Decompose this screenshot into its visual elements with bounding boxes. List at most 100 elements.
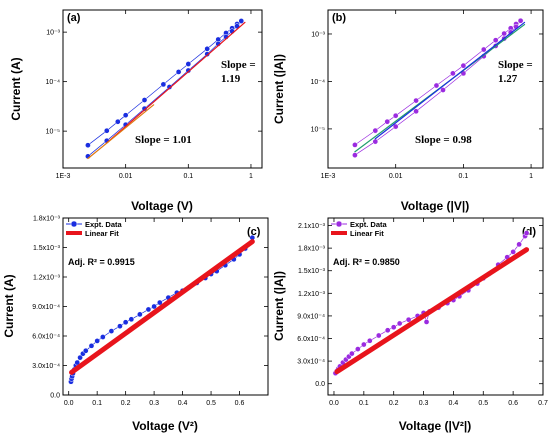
data-point — [492, 37, 499, 44]
x-tick-label: 0.6 — [508, 400, 518, 407]
legend-label: Linear Fit — [350, 229, 384, 238]
data-point — [166, 84, 173, 90]
y-axis-label: Current (|A|) — [272, 54, 286, 124]
data-point — [108, 328, 115, 334]
x-tick-label: 0.6 — [235, 400, 245, 407]
legend-label: Expt. Data — [350, 220, 388, 229]
panel-a: 1E-3 0.01 0.1 1 10⁻⁵ 10⁻⁴ 10⁻³ Voltage (V) Curre… — [9, 9, 263, 213]
fit-line-blue — [374, 21, 526, 140]
data-point — [396, 320, 403, 327]
data-point — [185, 67, 192, 74]
data-point — [238, 18, 245, 24]
data-point — [413, 97, 419, 104]
x-tick-label: 0.5 — [478, 400, 488, 407]
data-point — [204, 45, 211, 52]
panel-b: 1E-3 0.01 0.1 1 10⁻⁵ 10⁻⁴ 10⁻³ Voltage (|V|) Cur… — [272, 9, 544, 213]
y-tick-label: 10⁻⁵ — [311, 126, 325, 133]
data-point — [141, 105, 148, 112]
data-point — [145, 306, 152, 313]
data-point — [122, 319, 129, 326]
x-tick-label: 0.1 — [459, 173, 469, 180]
x-tick-label: 0.1 — [359, 400, 369, 407]
x-tick-label: 1 — [249, 173, 253, 180]
data-point — [392, 112, 399, 119]
y-tick-label: 1.5x10⁻³ — [298, 268, 326, 275]
data-point — [501, 30, 507, 37]
slope-annotation: Slope = — [221, 59, 256, 71]
fit-line-orange — [87, 104, 155, 160]
data-point — [375, 332, 382, 339]
y-tick-label: 10⁻³ — [46, 30, 60, 37]
panel-label: (a) — [67, 12, 81, 24]
data-point — [122, 112, 129, 119]
x-tick-label: 0.3 — [149, 400, 159, 407]
fit-line-red — [334, 247, 530, 375]
data-point — [160, 81, 167, 88]
data-point — [141, 97, 148, 103]
plot-area — [68, 234, 256, 385]
data-point — [440, 87, 446, 93]
x-axis-label: Voltage (V²) — [132, 419, 198, 433]
data-point — [517, 17, 524, 24]
y-tick-label: 1.2x10⁻³ — [298, 291, 326, 298]
data-point — [103, 127, 110, 134]
legend-label: Expt. Data — [85, 220, 123, 229]
data-point — [360, 341, 367, 348]
data-point — [413, 108, 419, 115]
x-tick-label: 0.01 — [119, 173, 133, 180]
y-tick-label: 10⁻³ — [311, 31, 325, 38]
fit-line-red — [69, 239, 255, 375]
y-tick-label: 1.2x10⁻³ — [33, 275, 61, 282]
y-tick-label: 10⁻⁴ — [311, 79, 326, 86]
y-tick-label: 6.0x10⁻⁴ — [32, 334, 60, 341]
data-point — [88, 342, 95, 349]
plot-area — [352, 17, 526, 158]
slope-annotation: Slope = — [498, 59, 533, 71]
slope-annotation: 1.19 — [221, 73, 241, 85]
slope-annotation: Slope = 0.98 — [415, 134, 472, 146]
y-tick-label: 3.0x10⁻⁴ — [32, 363, 60, 370]
x-tick-label: 0.4 — [449, 400, 459, 407]
y-tick-label: 9.0x10⁻⁴ — [32, 304, 60, 311]
data-point — [151, 303, 157, 310]
r-squared-annotation: Adj. R² = 0.9850 — [333, 257, 400, 267]
x-tick-label: 0.3 — [419, 400, 429, 407]
data-point — [128, 316, 135, 323]
x-tick-label: 0.7 — [538, 400, 548, 407]
y-tick-label: 0.0 — [315, 381, 325, 388]
x-tick-label: 0.4 — [178, 400, 188, 407]
y-axis-label: Current (A) — [2, 274, 16, 337]
x-axis-label: Voltage (|V²|) — [399, 419, 472, 433]
y-tick-label: 1.5x10⁻³ — [33, 245, 61, 252]
data-point — [392, 123, 399, 130]
data-point — [352, 152, 358, 158]
slope-annotation: 1.27 — [498, 73, 518, 85]
data-point — [85, 142, 91, 149]
x-axis-label: Voltage (|V|) — [401, 199, 470, 213]
data-point — [94, 338, 101, 344]
x-tick-label: 1E-3 — [56, 173, 71, 180]
panel-label: (c) — [247, 226, 261, 238]
y-axis-label: Current (|A|) — [272, 271, 286, 341]
panel-c: 0.0 0.1 0.2 0.3 0.4 0.5 0.6 0.0 3.0x10⁻⁴ 6.0x10⁻⁴… — [2, 216, 269, 433]
x-tick-label: 0.0 — [64, 400, 74, 407]
y-tick-label: 9.0x10⁻⁴ — [297, 313, 325, 320]
plot-area — [85, 18, 246, 160]
plot-frame — [327, 9, 544, 169]
legend-label: Linear Fit — [85, 229, 119, 238]
data-point — [384, 118, 391, 125]
data-point — [523, 230, 530, 236]
r-squared-annotation: Adj. R² = 0.9915 — [68, 257, 135, 267]
data-point — [405, 316, 412, 323]
data-point — [117, 323, 123, 330]
data-point — [516, 241, 522, 248]
data-point — [204, 51, 211, 57]
data-point — [480, 46, 487, 53]
x-tick-label: 0.1 — [92, 400, 102, 407]
data-point — [114, 118, 121, 125]
x-tick-label: 0.01 — [389, 173, 403, 180]
data-point — [355, 346, 361, 352]
y-tick-label: 6.0x10⁻⁴ — [297, 336, 325, 343]
